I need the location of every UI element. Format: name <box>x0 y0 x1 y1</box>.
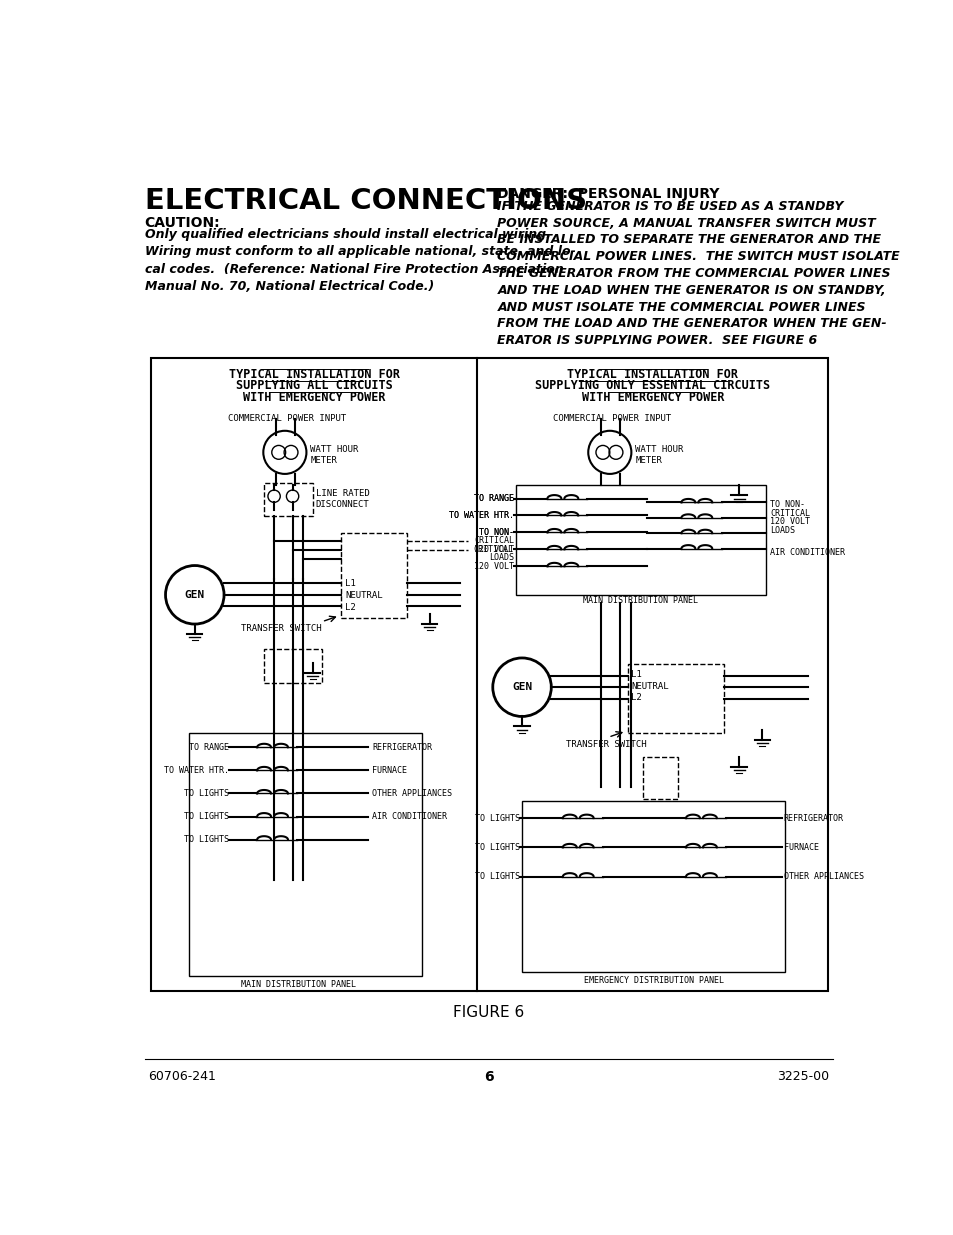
Text: DANGER:  PERSONAL INJURY: DANGER: PERSONAL INJURY <box>497 186 720 201</box>
Text: TO LIGHTS: TO LIGHTS <box>475 814 519 823</box>
Text: OTHER APPLIANCES: OTHER APPLIANCES <box>783 872 862 881</box>
Text: 6: 6 <box>483 1070 494 1084</box>
Text: L1: L1 <box>345 579 355 588</box>
Bar <box>341 534 406 618</box>
Text: 3225-00: 3225-00 <box>777 1070 828 1083</box>
Text: 60706-241: 60706-241 <box>149 1070 216 1083</box>
Text: L2: L2 <box>345 603 355 611</box>
Text: GEN: GEN <box>185 590 205 600</box>
Text: LOADS: LOADS <box>489 553 514 562</box>
Text: FURNACE: FURNACE <box>783 842 818 852</box>
Text: MAIN DISTRIBUTION PANEL: MAIN DISTRIBUTION PANEL <box>241 979 355 989</box>
Bar <box>642 757 677 799</box>
Text: LINE RATED
DISCONNECT: LINE RATED DISCONNECT <box>315 489 369 509</box>
Text: MAIN DISTRIBUTION PANEL: MAIN DISTRIBUTION PANEL <box>582 597 698 605</box>
Text: TO RANGE: TO RANGE <box>473 494 513 503</box>
Text: TO LIGHTS: TO LIGHTS <box>184 789 229 798</box>
Text: TO NON-: TO NON- <box>478 527 513 537</box>
Bar <box>627 664 723 734</box>
Text: LOADS: LOADS <box>769 526 794 535</box>
Text: FIGURE 6: FIGURE 6 <box>453 1005 524 1020</box>
Text: 120 VOLT: 120 VOLT <box>473 562 513 571</box>
Text: TYPICAL INSTALLATION FOR: TYPICAL INSTALLATION FOR <box>229 368 399 380</box>
Bar <box>516 485 765 595</box>
Bar <box>264 648 321 683</box>
Text: REFRIGERATOR: REFRIGERATOR <box>372 742 432 752</box>
Text: TO LIGHTS: TO LIGHTS <box>184 813 229 821</box>
Bar <box>264 483 313 516</box>
Text: TO LIGHTS: TO LIGHTS <box>184 835 229 845</box>
Text: TO LIGHTS: TO LIGHTS <box>475 842 519 852</box>
Text: TO RANGE: TO RANGE <box>190 742 229 752</box>
Text: WITH EMERGENCY POWER: WITH EMERGENCY POWER <box>581 390 723 404</box>
Text: OTHER APPLIANCES: OTHER APPLIANCES <box>372 789 452 798</box>
Text: COMMERCIAL POWER INPUT: COMMERCIAL POWER INPUT <box>228 414 346 422</box>
Text: 120 VOLT: 120 VOLT <box>474 545 514 553</box>
Text: WATT HOUR
METER: WATT HOUR METER <box>310 445 358 464</box>
Bar <box>151 358 827 992</box>
Text: CRITICAL: CRITICAL <box>769 509 809 517</box>
Text: EMERGENCY DISTRIBUTION PANEL: EMERGENCY DISTRIBUTION PANEL <box>584 976 723 986</box>
Text: TO WATER HTR.: TO WATER HTR. <box>449 511 514 520</box>
Text: TO NON-: TO NON- <box>478 527 514 537</box>
Text: TYPICAL INSTALLATION FOR: TYPICAL INSTALLATION FOR <box>567 368 738 380</box>
Text: NEUTRAL: NEUTRAL <box>345 592 382 600</box>
Text: TO RANGE: TO RANGE <box>474 494 514 503</box>
Text: L2: L2 <box>631 693 641 703</box>
Text: SUPPLYING ONLY ESSENTIAL CIRCUITS: SUPPLYING ONLY ESSENTIAL CIRCUITS <box>535 379 770 393</box>
Text: REFRIGERATOR: REFRIGERATOR <box>783 814 843 823</box>
Text: NEUTRAL: NEUTRAL <box>631 682 668 690</box>
Text: SUPPLYING ALL CIRCUITS: SUPPLYING ALL CIRCUITS <box>235 379 392 393</box>
Text: IF THE GENERATOR IS TO BE USED AS A STANDBY
POWER SOURCE, A MANUAL TRANSFER SWIT: IF THE GENERATOR IS TO BE USED AS A STAN… <box>497 200 899 347</box>
Bar <box>190 734 421 976</box>
Text: WITH EMERGENCY POWER: WITH EMERGENCY POWER <box>243 390 385 404</box>
Text: COMMERCIAL POWER INPUT: COMMERCIAL POWER INPUT <box>553 414 671 422</box>
Text: ELECTRICAL CONNECTIONS: ELECTRICAL CONNECTIONS <box>145 186 586 215</box>
Text: AIR CONDITIONER: AIR CONDITIONER <box>769 548 844 557</box>
Text: TO NON-: TO NON- <box>769 500 804 509</box>
Text: TRANSFER SWITCH: TRANSFER SWITCH <box>565 740 646 748</box>
Text: CRITICAL: CRITICAL <box>474 536 514 546</box>
Text: TRANSFER SWITCH: TRANSFER SWITCH <box>241 624 321 634</box>
Text: FURNACE: FURNACE <box>372 766 407 774</box>
Text: L1: L1 <box>631 671 641 679</box>
Text: TO LIGHTS: TO LIGHTS <box>475 872 519 881</box>
Bar <box>521 802 784 972</box>
Text: CAUTION:: CAUTION: <box>145 216 220 230</box>
Text: WATT HOUR
METER: WATT HOUR METER <box>635 445 683 464</box>
Text: TO WATER HTR.: TO WATER HTR. <box>164 766 229 774</box>
Text: Only qualified electricians should install electrical wiring.
Wiring must confor: Only qualified electricians should insta… <box>145 227 575 293</box>
Text: TO WATER HTR.: TO WATER HTR. <box>448 511 513 520</box>
Text: 120 VOLT: 120 VOLT <box>769 517 809 526</box>
Text: CRITICAL: CRITICAL <box>473 545 513 553</box>
Text: GEN: GEN <box>512 682 532 692</box>
Text: AIR CONDITIONER: AIR CONDITIONER <box>372 813 446 821</box>
